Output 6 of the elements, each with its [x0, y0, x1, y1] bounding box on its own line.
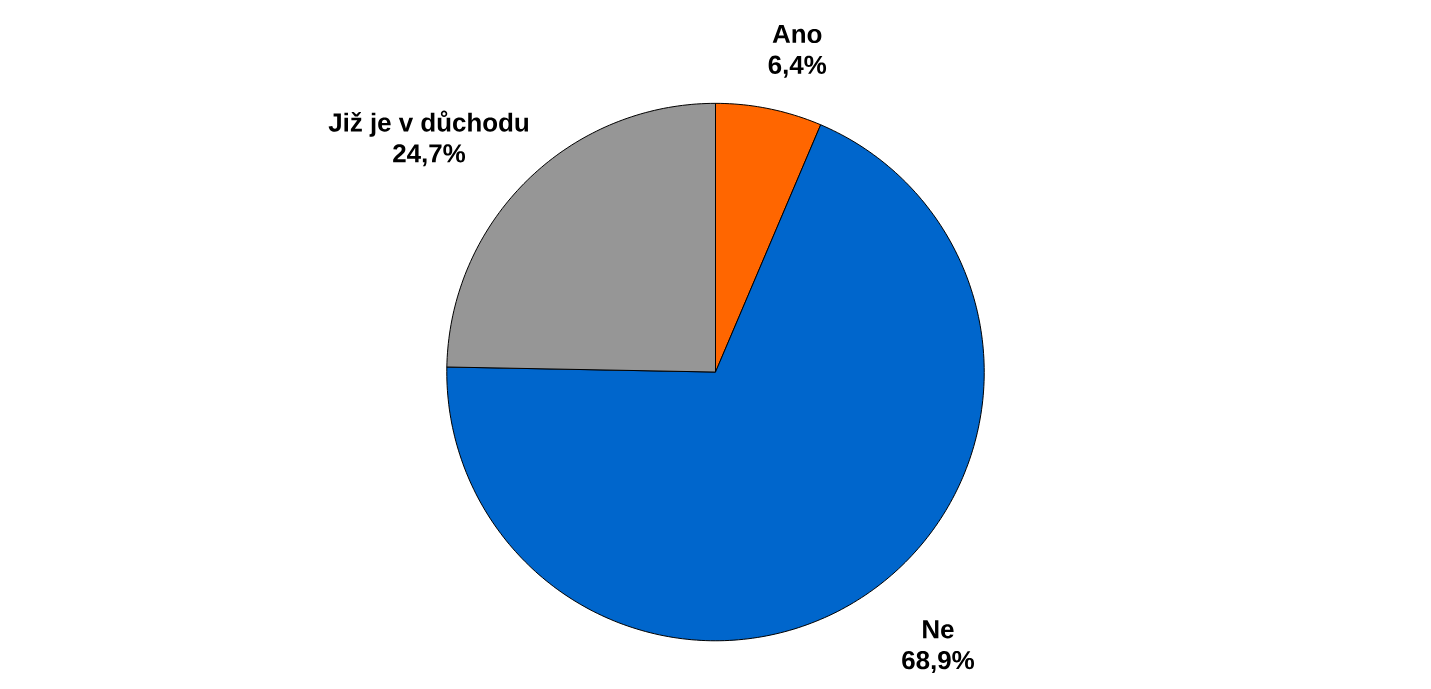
data-label: 24,7% — [393, 144, 466, 167]
data-label: 6,4% — [768, 55, 827, 78]
slice-label: Ano — [772, 24, 822, 44]
slice-label: Ne — [923, 620, 954, 639]
data-label: 68,9% — [902, 650, 974, 674]
slice-label: Již je v důchodu — [328, 110, 529, 137]
